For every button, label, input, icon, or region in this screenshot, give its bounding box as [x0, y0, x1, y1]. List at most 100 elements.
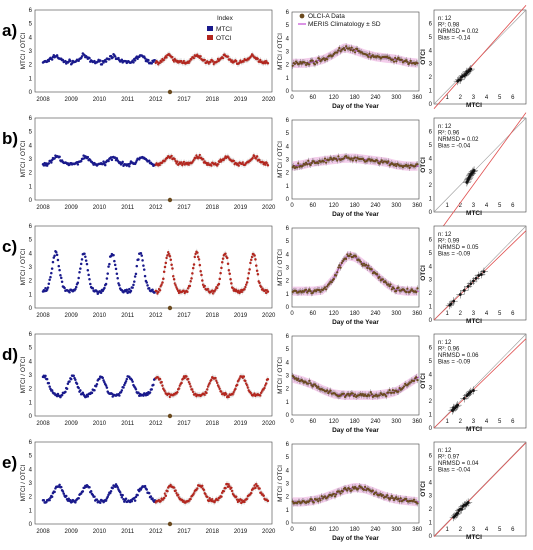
- scatter-point: [452, 299, 456, 303]
- axis-break-marker: [167, 197, 173, 203]
- otci-point: [227, 395, 231, 399]
- olci-point: [375, 393, 378, 396]
- mtci-point: [44, 374, 47, 378]
- mtci-point: [122, 386, 125, 389]
- clim-xtick-label: 300: [391, 203, 402, 209]
- mtci-point: [106, 272, 109, 275]
- sc-ytick-label: 5: [429, 35, 433, 41]
- ts-ytick-label: 6: [29, 332, 33, 338]
- olci-point: [385, 281, 388, 284]
- otci-point: [173, 158, 177, 161]
- otci-point: [208, 381, 212, 385]
- panel-label-a: a): [2, 21, 17, 40]
- otci-point: [244, 379, 247, 383]
- otci-point: [176, 160, 179, 163]
- mtci-point: [79, 159, 83, 163]
- olci-point: [326, 58, 329, 61]
- mtci-point: [151, 288, 154, 291]
- sc-ytick-label: 2: [429, 507, 433, 513]
- mtci-point: [134, 495, 138, 499]
- scatter-point: [472, 168, 476, 172]
- ts-xtick-label: 2019: [234, 97, 248, 103]
- mtci-point: [69, 377, 73, 381]
- ts-ytick-label: 6: [29, 116, 33, 122]
- olci-point: [293, 62, 297, 65]
- olci-point: [388, 56, 391, 59]
- meris-sd-band: [292, 43, 418, 68]
- clim-xlabel: Day of the Year: [332, 103, 379, 110]
- ts-ytick-label: 0: [29, 90, 33, 96]
- olci-point: [335, 493, 338, 496]
- ts-xtick-label: 2019: [234, 205, 248, 211]
- olci-point: [313, 63, 317, 66]
- clim-ytick-label: 5: [286, 239, 290, 245]
- olci-point: [328, 158, 331, 161]
- sc-ytick-label: 3: [429, 170, 433, 176]
- otci-point: [230, 489, 234, 493]
- otci-point: [158, 163, 162, 167]
- ts-ylabel: MTCI / OTCI: [20, 464, 27, 501]
- olci-point: [363, 485, 367, 488]
- sc-ytick-label: 6: [429, 129, 433, 135]
- mtci-point: [131, 380, 134, 383]
- scatter-point: [458, 78, 462, 82]
- meris-sd-band: [292, 483, 418, 507]
- mtci-point: [94, 384, 98, 388]
- olci-point: [352, 394, 356, 398]
- olci-point: [309, 163, 312, 166]
- olci-point: [323, 286, 327, 289]
- clim-xtick-label: 240: [370, 527, 381, 533]
- otci-point: [264, 382, 268, 385]
- scatter-point: [458, 293, 462, 296]
- mtci-point: [142, 264, 145, 267]
- mtci-point: [104, 60, 108, 63]
- sc-ytick-label: 6: [429, 21, 433, 27]
- scatter-stat: NRMSD = 0.02: [438, 29, 479, 35]
- mtci-point: [115, 272, 119, 276]
- mtci-point: [60, 276, 63, 280]
- otci-point: [167, 251, 170, 254]
- scatter-stat: n: 12: [438, 448, 452, 454]
- sc-xtick-label: 5: [498, 419, 502, 425]
- otci-point: [214, 288, 217, 291]
- clim-ytick-label: 4: [286, 252, 290, 258]
- sc-ytick-label: 0: [429, 426, 433, 432]
- scatter-point: [469, 67, 473, 71]
- olci-point: [319, 290, 322, 293]
- otci-point: [219, 271, 222, 275]
- scatter-point: [449, 302, 453, 306]
- mtci-point: [106, 495, 109, 499]
- ts-xtick-label: 2012: [149, 205, 163, 211]
- otci-point: [158, 377, 162, 381]
- clim-ytick-label: 5: [286, 23, 290, 29]
- ts-xtick-label: 2020: [262, 529, 276, 535]
- otci-point: [221, 257, 225, 260]
- clim-xtick-label: 120: [329, 527, 340, 533]
- olci-point: [326, 285, 329, 288]
- olci-point: [314, 290, 318, 293]
- mtci-point: [63, 286, 66, 290]
- ts-xtick-label: 2009: [65, 97, 79, 103]
- otci-point: [172, 486, 176, 489]
- mtci-point: [150, 388, 153, 391]
- otci-point: [161, 384, 164, 387]
- mtci-point: [134, 272, 138, 276]
- olci-point: [332, 492, 335, 495]
- mtci-point: [83, 252, 86, 255]
- mtci-point: [129, 289, 133, 293]
- olci-point: [348, 254, 351, 258]
- mtci-point: [141, 259, 144, 262]
- olci-point: [297, 162, 300, 165]
- mtci-point: [146, 393, 149, 397]
- clim-xtick-label: 60: [310, 527, 317, 533]
- clim-xtick-label: 120: [329, 95, 340, 101]
- mtci-point: [104, 384, 108, 387]
- sc-ytick-label: 3: [429, 386, 433, 392]
- sc-ytick-label: 5: [429, 359, 433, 365]
- mtci-point: [84, 259, 88, 262]
- clim-ytick-label: 2: [286, 63, 290, 69]
- olci-point: [368, 52, 371, 55]
- mtci-point: [113, 263, 117, 267]
- scatter-stat: R²: 0.96: [438, 131, 460, 137]
- olci-point: [415, 376, 418, 379]
